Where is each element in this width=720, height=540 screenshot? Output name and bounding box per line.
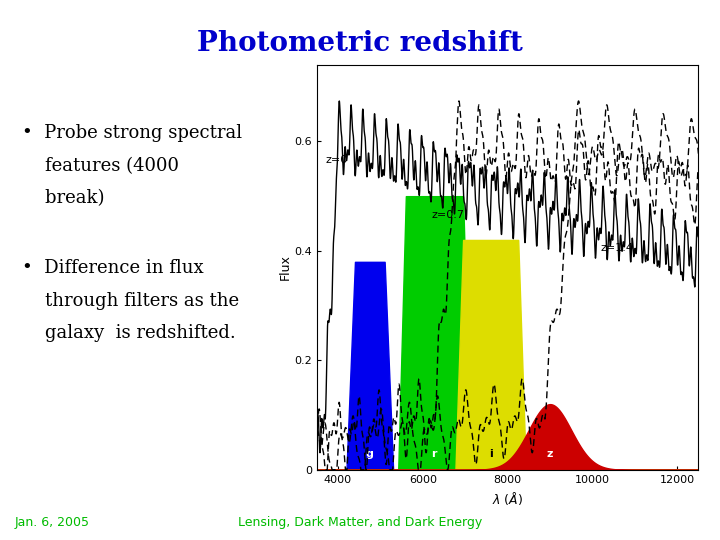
Text: g: g <box>366 449 374 459</box>
X-axis label: $\lambda$ ($\AA$): $\lambda$ ($\AA$) <box>492 490 523 507</box>
Text: r: r <box>431 449 436 459</box>
Text: •  Probe strong spectral: • Probe strong spectral <box>22 124 242 142</box>
Text: Jan. 6, 2005: Jan. 6, 2005 <box>14 516 89 529</box>
Text: z: z <box>546 449 553 459</box>
Text: through filters as the: through filters as the <box>22 292 239 309</box>
Text: break): break) <box>22 189 104 207</box>
Text: z=0.7: z=0.7 <box>431 210 464 220</box>
Text: z=1.4: z=1.4 <box>601 243 634 253</box>
Text: •  Difference in flux: • Difference in flux <box>22 259 203 277</box>
Text: galaxy  is redshifted.: galaxy is redshifted. <box>22 324 235 342</box>
Text: Lensing, Dark Matter, and Dark Energy: Lensing, Dark Matter, and Dark Energy <box>238 516 482 529</box>
Y-axis label: Flux: Flux <box>279 254 292 280</box>
Text: Photometric redshift: Photometric redshift <box>197 30 523 57</box>
Text: z=0: z=0 <box>325 156 348 165</box>
Text: features (4000: features (4000 <box>22 157 179 174</box>
Text: i: i <box>489 449 492 459</box>
